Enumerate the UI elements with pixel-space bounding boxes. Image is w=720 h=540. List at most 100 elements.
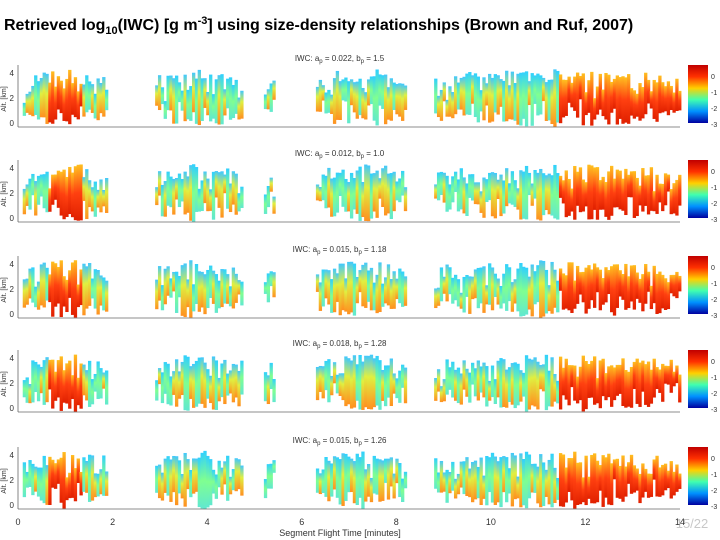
- heatmap-cell: [315, 184, 320, 201]
- heatmap-cell: [567, 178, 571, 216]
- y-axis-label: Alt. [km]: [1, 181, 8, 206]
- heatmap-cell: [172, 371, 176, 395]
- heatmap-cell: [527, 454, 532, 499]
- colorbar-tick-label: -2: [711, 488, 717, 495]
- panel-label-part: = 1.18: [362, 245, 387, 254]
- heatmap-cell: [34, 466, 38, 492]
- heatmap-cell: [675, 179, 679, 216]
- heatmap-cell: [575, 265, 580, 304]
- heatmap-cell: [200, 78, 204, 121]
- heatmap-cell: [217, 377, 221, 402]
- heatmap-cell: [237, 370, 241, 407]
- heatmap-cell: [547, 173, 551, 215]
- heatmap-cell: [209, 74, 213, 122]
- heatmap-cell: [604, 267, 608, 303]
- heatmap-cell: [513, 180, 517, 207]
- heatmap-cell: [638, 185, 642, 206]
- heatmap-cell: [332, 78, 337, 124]
- heatmap-cell: [590, 269, 594, 301]
- heatmap-cell: [381, 75, 385, 109]
- heatmap-cell: [401, 170, 405, 196]
- heatmap-cell: [468, 174, 472, 198]
- heatmap-cell: [547, 370, 551, 407]
- heatmap-cell: [442, 276, 446, 294]
- heatmap-cell: [672, 371, 676, 387]
- heatmap-cell: [595, 167, 600, 220]
- heatmap-cell: [638, 473, 642, 504]
- panel-label-part: = 1.28: [362, 339, 387, 348]
- heatmap-cell: [473, 368, 478, 397]
- heatmap-cell: [644, 72, 648, 115]
- heatmap-cell: [513, 455, 517, 500]
- heatmap-cell: [470, 75, 475, 104]
- heatmap-cell: [99, 275, 103, 306]
- heatmap-cell: [341, 263, 345, 311]
- heatmap-cell: [678, 174, 682, 206]
- heatmap-cell: [666, 81, 671, 116]
- heatmap-cell: [578, 272, 583, 295]
- heatmap-cell: [355, 276, 359, 304]
- heatmap-cell: [68, 166, 72, 215]
- heatmap-cell: [386, 87, 391, 120]
- heatmap-cell: [189, 86, 193, 121]
- heatmap-cell: [627, 276, 631, 309]
- heatmap-cell: [448, 184, 452, 210]
- heatmap-cell: [488, 73, 492, 123]
- heatmap-cell: [65, 78, 69, 122]
- heatmap-cell: [476, 182, 480, 205]
- heatmap-cell: [22, 462, 27, 498]
- heatmap-cell: [462, 360, 466, 390]
- heatmap-cell: [392, 473, 396, 499]
- heatmap-cell: [42, 455, 46, 504]
- heatmap-cell: [155, 85, 159, 106]
- heatmap-cell: [372, 455, 376, 494]
- heatmap-cell: [590, 454, 594, 504]
- heatmap-cell: [539, 168, 543, 221]
- heatmap-cell: [490, 267, 495, 311]
- heatmap-cell: [544, 354, 549, 411]
- heatmap-cell: [352, 355, 357, 408]
- heatmap-cell: [375, 458, 379, 495]
- y-axis-label: Alt. [km]: [1, 371, 8, 396]
- heatmap-cell: [361, 182, 365, 218]
- heatmap-cell: [163, 362, 167, 394]
- heatmap-cell: [62, 370, 66, 403]
- heatmap-cell: [485, 366, 489, 407]
- heatmap-cell: [59, 457, 63, 503]
- heatmap-cell: [490, 365, 495, 398]
- heatmap-cell: [505, 369, 509, 408]
- heatmap-cell: [669, 461, 673, 499]
- panel-label-part: p: [317, 441, 321, 447]
- heatmap-cell: [220, 74, 224, 125]
- heatmap-cell: [675, 365, 679, 384]
- heatmap-cell: [214, 474, 219, 499]
- heatmap-cell: [372, 358, 376, 408]
- heatmap-cell: [556, 173, 560, 220]
- y-axis-label: Alt. [km]: [1, 468, 8, 493]
- heatmap-cell: [358, 354, 362, 410]
- heatmap-cell: [627, 462, 631, 484]
- heatmap-cell: [240, 186, 244, 208]
- heatmap-cell: [177, 276, 182, 298]
- heatmap-cell: [22, 188, 27, 215]
- heatmap-cell: [87, 81, 92, 110]
- heatmap-cell: [439, 386, 444, 403]
- heatmap-cell: [59, 260, 63, 318]
- heatmap-cell: [315, 468, 320, 493]
- heatmap-cell: [355, 81, 359, 119]
- heatmap-cell: [516, 188, 520, 210]
- heatmap-cell: [272, 378, 276, 403]
- heatmap-cell: [31, 267, 35, 303]
- heatmap-cell: [383, 165, 388, 216]
- heatmap-cell: [369, 173, 374, 219]
- heatmap-cell: [96, 189, 100, 208]
- heatmap-cell: [445, 175, 449, 212]
- heatmap-cell: [502, 273, 506, 304]
- heatmap-cell: [102, 77, 106, 117]
- heatmap-cell: [615, 264, 620, 308]
- heatmap-cell: [220, 269, 224, 308]
- heatmap-cell: [627, 371, 631, 407]
- heatmap-cell: [183, 171, 187, 215]
- heatmap-cell: [436, 287, 441, 306]
- heatmap-cell: [197, 271, 201, 312]
